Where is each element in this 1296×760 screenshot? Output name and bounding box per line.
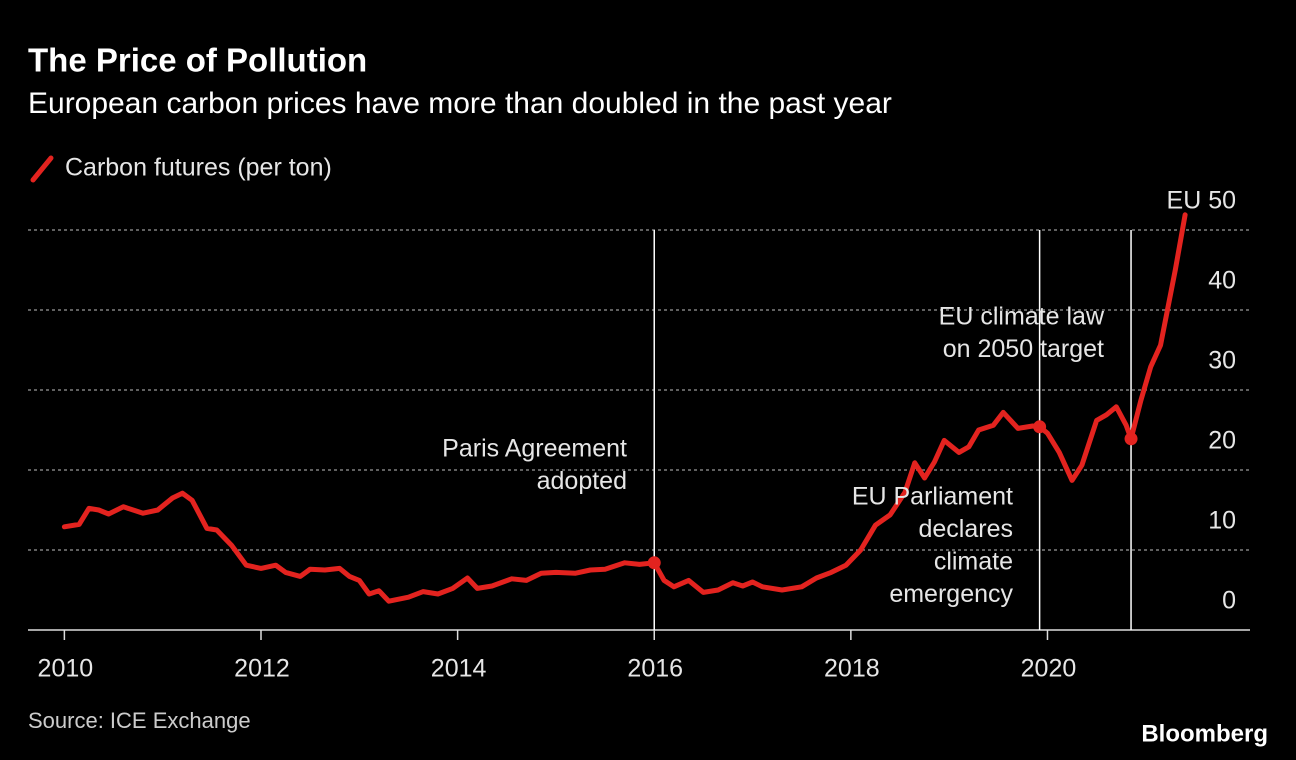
x-tick-label: 2010 (38, 655, 94, 683)
source: Source: ICE Exchange (28, 708, 251, 733)
annotation-text: emergency (889, 580, 1013, 608)
x-tick-label: 2014 (431, 655, 487, 683)
y-tick-label: 20 (1208, 427, 1236, 455)
x-tick-label: 2018 (824, 655, 880, 683)
y-tick-label: 30 (1208, 347, 1236, 375)
x-tick-label: 2016 (627, 655, 683, 683)
x-tick-label: 2020 (1021, 655, 1077, 683)
legend-swatch (30, 155, 54, 183)
annotation-text: declares (919, 515, 1014, 543)
annotation-text: on 2050 target (943, 335, 1104, 363)
annotation-dot (1033, 420, 1047, 434)
annotation-text: adopted (537, 467, 627, 495)
y-tick-label: 10 (1208, 507, 1236, 535)
annotation-dot (647, 556, 661, 570)
annotation-text: climate (934, 548, 1013, 576)
y-tick-label: EU 50 (1167, 187, 1236, 215)
annotation-text: EU climate law (939, 303, 1105, 331)
annotation-text: EU Parliament (852, 483, 1013, 511)
y-tick-label: 0 (1222, 587, 1236, 615)
x-tick-label: 2012 (234, 655, 290, 683)
chart-subtitle: European carbon prices have more than do… (28, 87, 892, 120)
chart-title: The Price of Pollution (28, 42, 367, 79)
annotation-text: Paris Agreement (442, 435, 627, 463)
legend-label: Carbon futures (per ton) (65, 154, 332, 182)
brand-logo: Bloomberg (1141, 720, 1268, 747)
series-line (61, 212, 1188, 604)
annotation-dot (1124, 432, 1138, 446)
y-tick-label: 40 (1208, 267, 1236, 295)
